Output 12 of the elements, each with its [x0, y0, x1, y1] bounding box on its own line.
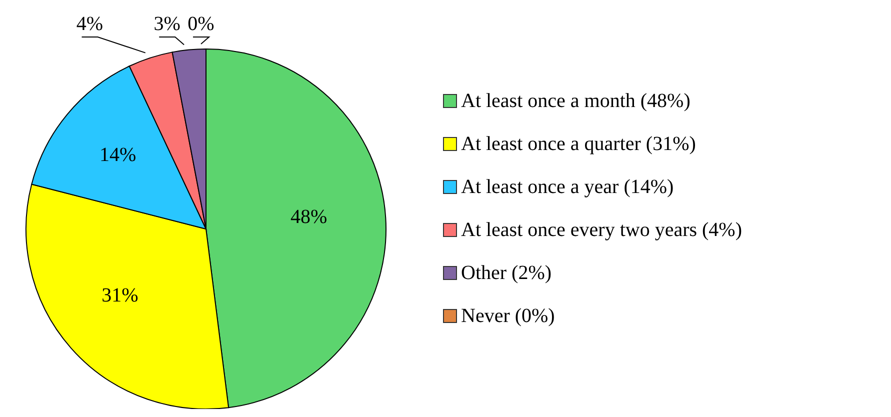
- data-label: 14%: [99, 144, 136, 166]
- data-label: 4%: [76, 13, 104, 35]
- data-label: 3%: [154, 13, 180, 35]
- legend-label: Never (0%): [461, 304, 555, 328]
- legend-label: At least once every two years (4%): [461, 218, 742, 242]
- legend-label: At least once a year (14%): [461, 176, 674, 198]
- data-label: 48%: [290, 206, 328, 228]
- legend-label: At least once a quarter (31%): [461, 132, 696, 156]
- legend-label: At least once a month (48%): [461, 90, 690, 112]
- text: 0%: [188, 13, 214, 35]
- data-label: 31%: [102, 284, 138, 306]
- legend-label: Other (2%): [461, 262, 552, 284]
